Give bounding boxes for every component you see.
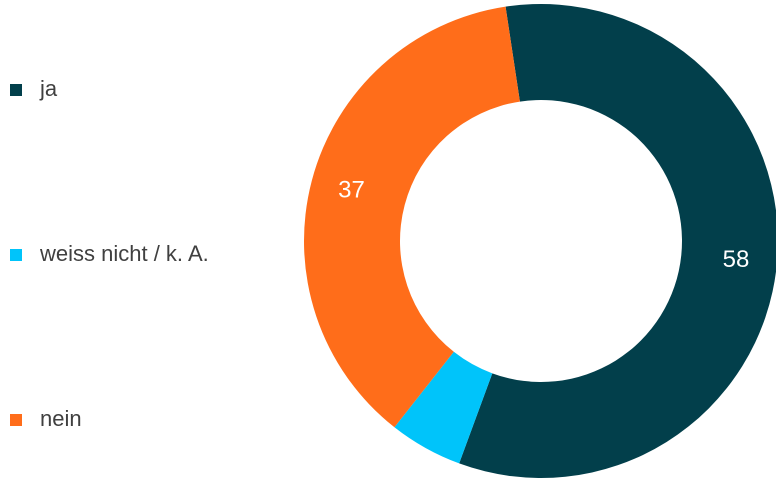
legend-swatch (10, 414, 22, 426)
value-label: 58 (723, 246, 750, 273)
legend-text: nein (40, 406, 82, 431)
value-label: 37 (338, 176, 365, 203)
legend-swatch (10, 249, 22, 261)
legend-swatch (10, 84, 22, 96)
donut-segment (304, 6, 520, 428)
legend-text: ja (39, 76, 58, 101)
donut-segment (459, 4, 776, 478)
legend-text: weiss nicht / k. A. (39, 241, 209, 266)
donut-segment (394, 351, 493, 464)
